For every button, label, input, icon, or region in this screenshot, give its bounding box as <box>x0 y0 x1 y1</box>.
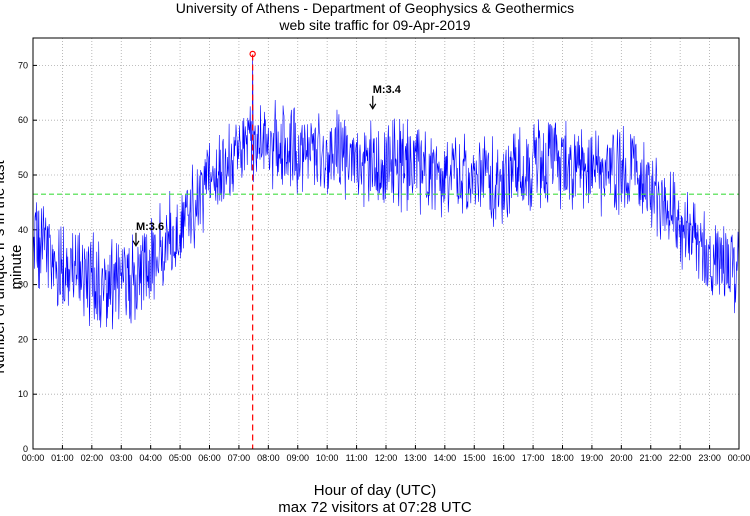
earthquake-annotation-label: M:3.4 <box>373 84 402 96</box>
x-tick-label: 16:00 <box>492 453 515 463</box>
chart-subtitle: web site traffic for 09-Apr-2019 <box>279 17 471 33</box>
max-marker <box>249 50 256 58</box>
earthquake-annotation-label: M:3.6 <box>136 221 164 233</box>
x-tick-label: 19:00 <box>581 453 604 463</box>
x-tick-label: 08:00 <box>257 453 280 463</box>
x-tick-label: 00:00 <box>728 453 750 463</box>
y-tick-label: 30 <box>18 280 28 290</box>
x-tick-label: 13:00 <box>404 453 427 463</box>
y-tick-label: 20 <box>18 334 28 344</box>
x-tick-label: 23:00 <box>698 453 721 463</box>
x-tick-label: 07:00 <box>228 453 251 463</box>
x-axis-label: Hour of day (UTC) <box>313 482 437 499</box>
plot-frame <box>32 37 740 450</box>
x-tick-label: 10:00 <box>316 453 339 463</box>
y-tick-label: 60 <box>18 115 28 125</box>
x-tick-label: 03:00 <box>110 453 133 463</box>
x-tick-label: 01:00 <box>51 453 74 463</box>
chart-title: University of Athens - Department of Geo… <box>175 0 575 16</box>
x-tick-label: 04:00 <box>139 453 162 463</box>
y-tick-label: 0 <box>23 444 28 454</box>
x-tick-label: 17:00 <box>522 453 545 463</box>
x-tick-label: 14:00 <box>434 453 457 463</box>
y-tick-label: 50 <box>18 170 28 180</box>
y-tick-label: 10 <box>18 389 28 399</box>
x-tick-label: 09:00 <box>286 453 309 463</box>
y-axis-label: Number of unique IPs in the last minute <box>0 160 25 374</box>
plot-area <box>33 38 739 449</box>
x-tick-label: 15:00 <box>463 453 486 463</box>
x-tick-label: 20:00 <box>610 453 633 463</box>
y-tick-label: 70 <box>18 60 28 70</box>
x-tick-label: 05:00 <box>169 453 192 463</box>
x-tick-label: 21:00 <box>639 453 662 463</box>
traffic-series-line <box>32 54 740 330</box>
x-tick-label: 22:00 <box>669 453 692 463</box>
x-tick-label: 11:00 <box>346 453 368 463</box>
x-tick-label: 00:00 <box>22 453 45 463</box>
x-tick-label: 18:00 <box>551 453 574 463</box>
max-visitors-footer: max 72 visitors at 07:28 UTC <box>278 499 472 516</box>
x-tick-label: 06:00 <box>198 453 221 463</box>
annotation-arrow-head <box>132 240 140 247</box>
x-tick-label: 02:00 <box>81 453 104 463</box>
annotation-arrow-head <box>369 103 377 110</box>
x-tick-label: 12:00 <box>375 453 398 463</box>
y-tick-label: 40 <box>18 225 28 235</box>
